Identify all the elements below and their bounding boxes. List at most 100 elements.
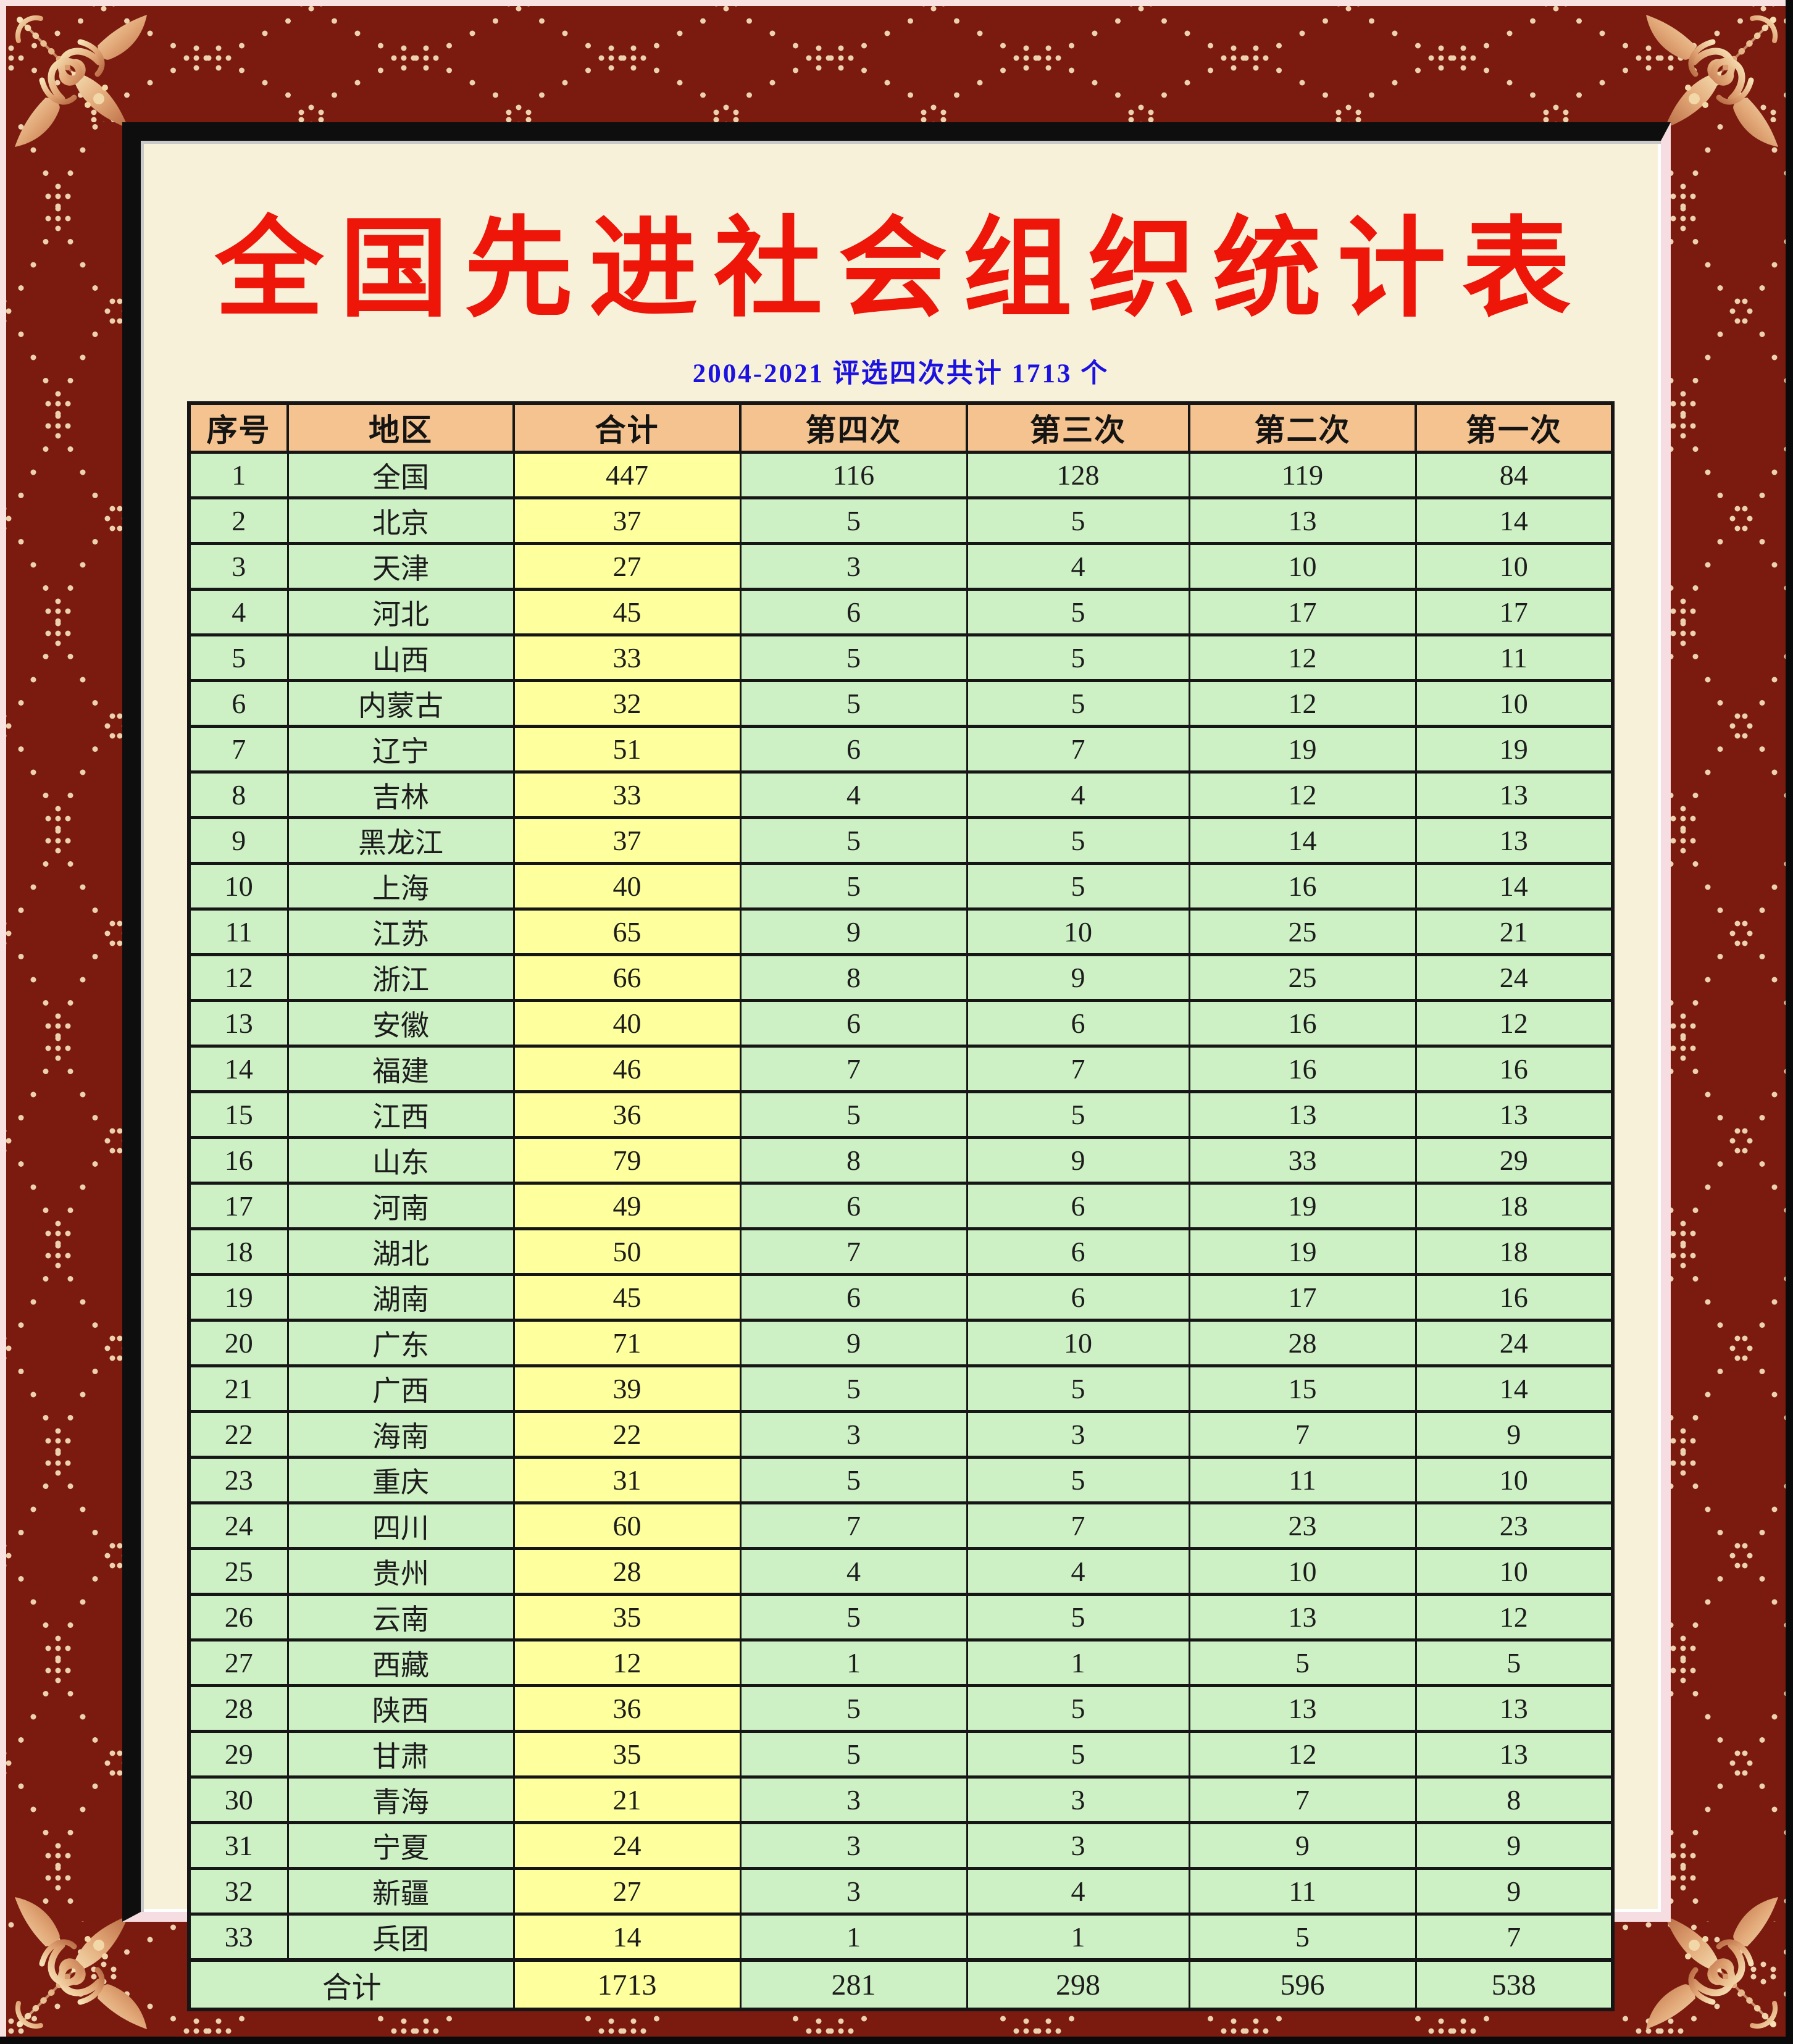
- cell-2nd: 23: [1188, 1501, 1417, 1549]
- cell-2nd: 12: [1188, 770, 1417, 818]
- cell-2nd: 33: [1188, 1136, 1417, 1183]
- table-row: 9 黑龙江 37 5 5 14 13: [188, 816, 1614, 864]
- cell-total: 60: [512, 1501, 742, 1549]
- header-cell: 第三次: [966, 402, 1190, 454]
- cell-3rd: 3: [966, 1410, 1190, 1458]
- cell-total: 33: [512, 770, 742, 818]
- cell-4th: 7: [739, 1501, 968, 1549]
- cell-1st: 13: [1415, 816, 1614, 864]
- cell-2nd: 596: [1188, 1958, 1417, 2009]
- cell-region: 西藏: [286, 1638, 515, 1686]
- cell-region: 河北: [286, 588, 515, 635]
- cell-3rd: 5: [966, 816, 1190, 864]
- cell-no: 24: [188, 1501, 289, 1549]
- cell-2nd: 12: [1188, 633, 1417, 681]
- table-header-row: 序号 地区 合计 第四次 第三次 第二次 第一次: [188, 402, 1614, 454]
- cell-1st: 9: [1415, 1821, 1614, 1869]
- table-row: 20 广东 71 9 10 28 24: [188, 1319, 1614, 1366]
- table-row: 19 湖南 45 6 6 17 16: [188, 1273, 1614, 1320]
- cell-3rd: 5: [966, 1730, 1190, 1777]
- cell-no: 3: [188, 542, 289, 590]
- cell-1st: 24: [1415, 1319, 1614, 1366]
- cell-3rd: 5: [966, 679, 1190, 727]
- cell-no: 11: [188, 907, 289, 955]
- cell-no: 4: [188, 588, 289, 635]
- cell-region: 甘肃: [286, 1730, 515, 1777]
- header-cell: 第一次: [1415, 402, 1614, 454]
- cell-total: 31: [512, 1456, 742, 1503]
- cell-no: 20: [188, 1319, 289, 1366]
- table-row: 13 安徽 40 6 6 16 12: [188, 999, 1614, 1046]
- cell-no: 5: [188, 633, 289, 681]
- cell-3rd: 5: [966, 1090, 1190, 1138]
- cell-4th: 3: [739, 1821, 968, 1869]
- cell-4th: 5: [739, 1456, 968, 1503]
- cell-no: 9: [188, 816, 289, 864]
- cell-2nd: 19: [1188, 1182, 1417, 1229]
- cell-1st: 16: [1415, 1273, 1614, 1320]
- cell-4th: 5: [739, 1730, 968, 1777]
- cell-total: 37: [512, 816, 742, 864]
- cell-no: 33: [188, 1913, 289, 1960]
- cell-2nd: 10: [1188, 542, 1417, 590]
- cell-total: 12: [512, 1638, 742, 1686]
- table-row: 32 新疆 27 3 4 11 9: [188, 1867, 1614, 1914]
- cell-total: 50: [512, 1227, 742, 1275]
- cell-total: 24: [512, 1821, 742, 1869]
- cell-3rd: 5: [966, 633, 1190, 681]
- cell-total: 79: [512, 1136, 742, 1183]
- cell-no: 15: [188, 1090, 289, 1138]
- cell-3rd: 4: [966, 542, 1190, 590]
- cell-3rd: 6: [966, 1273, 1190, 1320]
- cell-1st: 29: [1415, 1136, 1614, 1183]
- cell-total: 36: [512, 1684, 742, 1732]
- cell-2nd: 13: [1188, 1593, 1417, 1640]
- cell-3rd: 4: [966, 770, 1190, 818]
- cell-total: 51: [512, 725, 742, 772]
- cell-total: 66: [512, 953, 742, 1001]
- cell-4th: 7: [739, 1045, 968, 1092]
- cell-3rd: 298: [966, 1958, 1190, 2009]
- cell-1st: 14: [1415, 862, 1614, 909]
- cell-3rd: 5: [966, 1364, 1190, 1412]
- cell-2nd: 13: [1188, 1090, 1417, 1138]
- cell-4th: 9: [739, 1319, 968, 1366]
- cell-1st: 14: [1415, 1364, 1614, 1412]
- cell-region: 福建: [286, 1045, 515, 1092]
- cell-3rd: 9: [966, 953, 1190, 1001]
- cell-1st: 17: [1415, 588, 1614, 635]
- cell-no: 1: [188, 451, 289, 498]
- cell-3rd: 3: [966, 1821, 1190, 1869]
- cell-total: 45: [512, 588, 742, 635]
- cell-2nd: 7: [1188, 1410, 1417, 1458]
- cell-no: 19: [188, 1273, 289, 1320]
- cell-total: 49: [512, 1182, 742, 1229]
- cell-total: 1713: [512, 1958, 742, 2009]
- cell-1st: 538: [1415, 1958, 1614, 2009]
- table-row: 5 山西 33 5 5 12 11: [188, 633, 1614, 681]
- cell-4th: 5: [739, 1593, 968, 1640]
- cell-3rd: 6: [966, 999, 1190, 1046]
- cell-region: 广东: [286, 1319, 515, 1366]
- cell-4th: 4: [739, 770, 968, 818]
- cell-region: 江苏: [286, 907, 515, 955]
- cell-region: 兵团: [286, 1913, 515, 1960]
- cell-2nd: 12: [1188, 679, 1417, 727]
- cell-total: 14: [512, 1913, 742, 1960]
- cell-region: 新疆: [286, 1867, 515, 1914]
- footer-label: 合计: [188, 1958, 515, 2009]
- cell-region: 山东: [286, 1136, 515, 1183]
- cell-region: 贵州: [286, 1547, 515, 1595]
- table-row: 15 江西 36 5 5 13 13: [188, 1090, 1614, 1138]
- cell-2nd: 17: [1188, 1273, 1417, 1320]
- cell-1st: 23: [1415, 1501, 1614, 1549]
- table-row: 22 海南 22 3 3 7 9: [188, 1410, 1614, 1458]
- cell-3rd: 128: [966, 451, 1190, 498]
- cell-1st: 13: [1415, 1730, 1614, 1777]
- cell-no: 18: [188, 1227, 289, 1275]
- cell-no: 2: [188, 496, 289, 544]
- cell-total: 27: [512, 1867, 742, 1914]
- cell-4th: 6: [739, 1273, 968, 1320]
- cell-no: 31: [188, 1821, 289, 1869]
